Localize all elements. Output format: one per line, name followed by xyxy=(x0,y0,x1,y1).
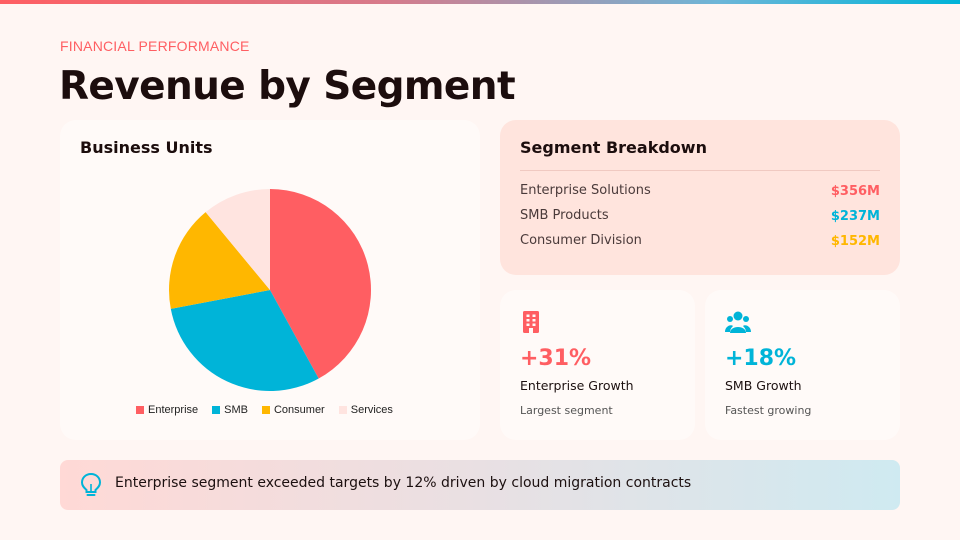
stat-label: SMB Growth xyxy=(725,378,802,393)
chart-title: Business Units xyxy=(80,138,213,157)
legend-swatch xyxy=(338,406,347,414)
breakdown-row-value: $356M xyxy=(830,184,880,199)
top-accent-bar xyxy=(0,0,960,4)
breakdown-row-label: Consumer Division xyxy=(520,233,642,248)
insight-banner: Enterprise segment exceeded targets by 1… xyxy=(60,460,900,510)
legend-label: SMB xyxy=(224,404,248,416)
legend-item-consumer: Consumer xyxy=(261,404,325,416)
divider xyxy=(520,170,880,171)
pie-chart xyxy=(169,189,372,392)
breakdown-row-value: $152M xyxy=(830,234,880,249)
breakdown-row-value: $237M xyxy=(830,209,880,224)
legend-label: Enterprise xyxy=(148,404,199,416)
stat-label: Enterprise Growth xyxy=(520,378,634,393)
legend-swatch xyxy=(136,406,144,414)
segment-breakdown-card: Segment Breakdown Enterprise Solutions $… xyxy=(500,120,900,275)
legend-label: Services xyxy=(350,404,393,416)
legend-item-smb: SMB xyxy=(212,404,248,416)
enterprise-growth-card: +31% Enterprise Growth Largest segment xyxy=(500,290,695,440)
pie-slice-consumer xyxy=(169,212,270,309)
building-icon xyxy=(520,310,542,338)
pie-slice-smb xyxy=(170,290,319,392)
stat-value: +31% xyxy=(520,346,592,371)
users-icon xyxy=(725,310,751,338)
legend-swatch xyxy=(261,406,270,414)
section-eyebrow: FINANCIAL PERFORMANCE xyxy=(60,38,250,54)
legend-label: Consumer xyxy=(273,404,325,416)
lightbulb-icon xyxy=(80,472,102,502)
breakdown-row-label: Enterprise Solutions xyxy=(520,183,651,198)
legend-item-services: Services xyxy=(338,404,393,416)
business-units-card: Business Units Enterprise SMB Consumer Serv… xyxy=(60,120,480,440)
breakdown-row-label: SMB Products xyxy=(520,208,609,223)
pie-slice-enterprise xyxy=(270,189,372,379)
legend-item-enterprise: Enterprise xyxy=(136,404,198,416)
insight-text: Enterprise segment exceeded targets by 1… xyxy=(115,475,692,491)
smb-growth-card: +18% SMB Growth Fastest growing xyxy=(705,290,900,440)
pie-slice-services xyxy=(205,189,270,290)
stat-value: +18% xyxy=(725,346,797,371)
breakdown-title: Segment Breakdown xyxy=(520,138,707,157)
legend-swatch xyxy=(212,406,221,414)
page-title: Revenue by Segment xyxy=(59,64,516,109)
stat-subtext: Largest segment xyxy=(520,404,613,417)
chart-legend: Enterprise SMB Consumer Services xyxy=(136,404,397,416)
stat-subtext: Fastest growing xyxy=(725,404,812,417)
